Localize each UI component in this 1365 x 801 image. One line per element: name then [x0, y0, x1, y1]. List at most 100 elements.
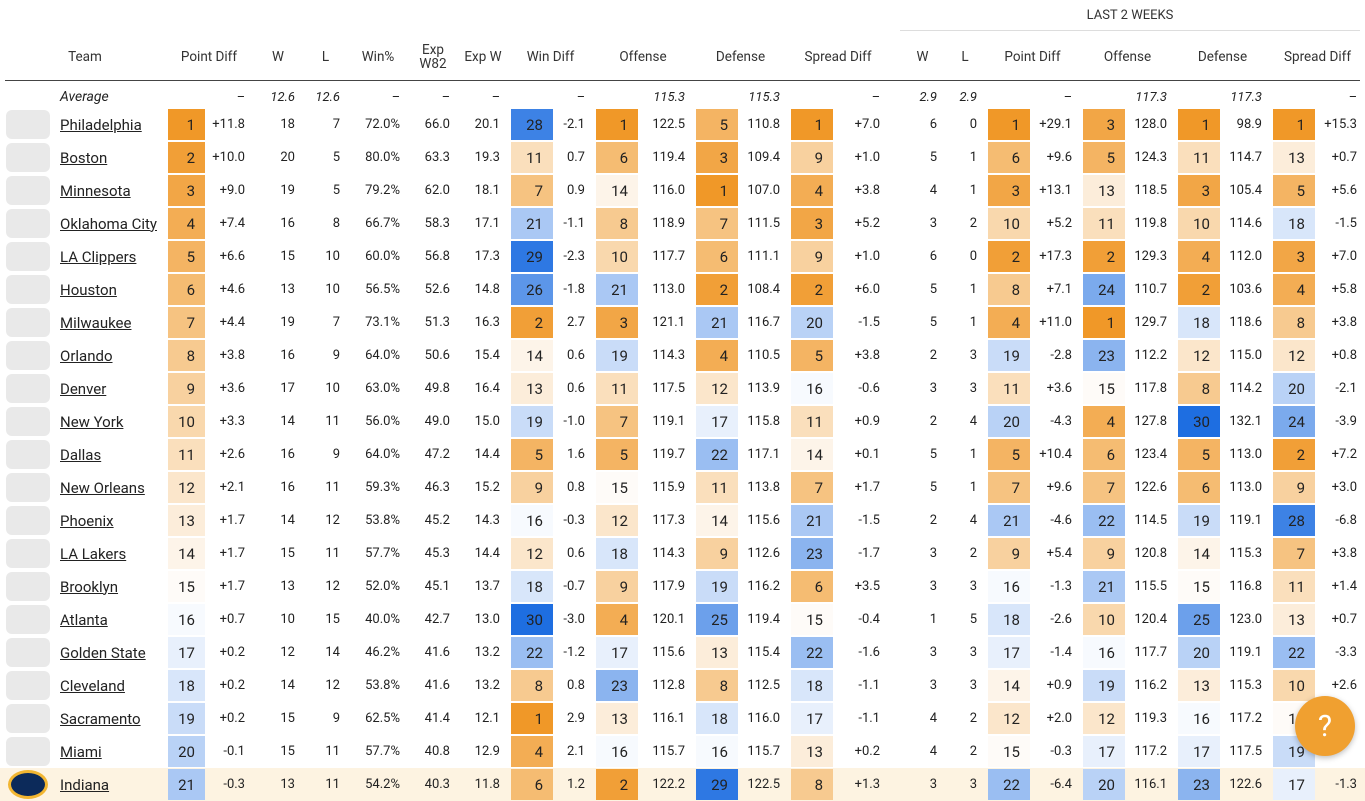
rank-cell: 12 — [596, 505, 638, 536]
value-cell: -2.1 — [563, 117, 585, 132]
column-header: Team — [68, 49, 102, 65]
value-cell: 1 — [969, 447, 977, 462]
value-cell: 117.9 — [652, 579, 685, 594]
team-name[interactable]: Phoenix — [60, 511, 114, 530]
team-name[interactable]: Philadelphia — [60, 115, 142, 134]
team-name[interactable]: New Orleans — [60, 478, 145, 497]
value-cell: +0.7 — [1331, 150, 1357, 165]
value-cell: 6 — [929, 249, 937, 264]
team-name[interactable]: Miami — [60, 742, 102, 761]
value-cell: 14 — [280, 678, 295, 693]
value-cell: 110.7 — [1134, 282, 1167, 297]
value-cell: 116.2 — [747, 579, 780, 594]
value-cell: 112.2 — [1134, 348, 1167, 363]
value-cell: 15 — [325, 612, 340, 627]
value-cell: +10.0 — [212, 150, 245, 165]
rank-cell: 21 — [1083, 571, 1125, 602]
rank-cell: 16 — [696, 736, 738, 767]
rank-cell: 3 — [596, 307, 638, 338]
value-cell: 4 — [969, 414, 977, 429]
value-cell: 119.8 — [1134, 216, 1167, 231]
value-cell: 63.0% — [365, 381, 400, 396]
value-cell: 1.2 — [566, 777, 585, 792]
team-name[interactable]: Indiana — [60, 775, 110, 794]
average-cell: 117.3 — [1135, 89, 1167, 105]
team-name[interactable]: Brooklyn — [60, 577, 119, 596]
rank-cell: 2 — [1178, 274, 1220, 305]
value-cell: +0.7 — [1331, 612, 1357, 627]
value-cell: 16.4 — [474, 381, 500, 396]
rank-cell: 7 — [1083, 472, 1125, 503]
rank-cell: 14 — [696, 505, 738, 536]
team-name[interactable]: New York — [60, 412, 124, 431]
rank-cell: 18 — [791, 670, 833, 701]
value-cell: 5 — [929, 150, 937, 165]
value-cell: 5 — [969, 612, 977, 627]
value-cell: 62.5% — [365, 711, 400, 726]
value-cell: 2.7 — [566, 315, 585, 330]
team-name[interactable]: Milwaukee — [60, 313, 132, 332]
rank-cell: 16 — [1178, 703, 1220, 734]
team-name[interactable]: Houston — [60, 280, 117, 299]
value-cell: -1.5 — [858, 315, 880, 330]
rank-cell: 21 — [988, 505, 1030, 536]
rank-cell: 5 — [696, 109, 738, 140]
value-cell: 0.8 — [566, 678, 585, 693]
team-name[interactable]: Dallas — [60, 445, 102, 464]
value-cell: +2.6 — [1331, 678, 1357, 693]
value-cell: 16.3 — [474, 315, 500, 330]
value-cell: 11 — [325, 546, 340, 561]
team-name[interactable]: Denver — [60, 379, 107, 398]
value-cell: 2 — [969, 744, 977, 759]
rank-cell: 21 — [791, 505, 833, 536]
value-cell: -2.1 — [1335, 381, 1357, 396]
team-name[interactable]: Atlanta — [60, 610, 108, 629]
value-cell: 9 — [332, 447, 340, 462]
value-cell: 59.3% — [365, 480, 400, 495]
rank-cell: 12 — [1178, 340, 1220, 371]
team-name[interactable]: Oklahoma City — [60, 214, 157, 233]
column-header: Defense — [715, 49, 766, 65]
average-cell: 2.9 — [959, 89, 978, 105]
rank-cell: 23 — [1178, 769, 1220, 800]
help-button[interactable]: ? — [1295, 696, 1355, 756]
value-cell: 41.4 — [424, 711, 450, 726]
team-name[interactable]: Boston — [60, 148, 108, 167]
team-name[interactable]: LA Lakers — [60, 544, 127, 563]
value-cell: 15 — [280, 744, 295, 759]
team-name[interactable]: Cleveland — [60, 676, 125, 695]
rank-cell: 18 — [168, 670, 205, 701]
rank-cell: 4 — [791, 175, 833, 206]
value-cell: 42.7 — [424, 612, 450, 627]
rank-cell: 11 — [1178, 142, 1220, 173]
team-name[interactable]: Golden State — [60, 643, 146, 662]
team-name[interactable]: Minnesota — [60, 181, 131, 200]
rank-cell: 10 — [596, 241, 638, 272]
rank-cell: 23 — [791, 538, 833, 569]
value-cell: -0.3 — [223, 777, 245, 792]
value-cell: +5.6 — [1331, 183, 1357, 198]
value-cell: 124.3 — [1134, 150, 1167, 165]
value-cell: +1.4 — [1331, 579, 1357, 594]
value-cell: 119.1 — [652, 414, 685, 429]
value-cell: +4.6 — [219, 282, 245, 297]
value-cell: 40.0% — [365, 612, 400, 627]
value-cell: +0.7 — [219, 612, 245, 627]
team-logo — [8, 770, 48, 799]
value-cell: 0.7 — [566, 150, 585, 165]
rank-cell: 21 — [168, 769, 205, 800]
team-name[interactable]: LA Clippers — [60, 247, 137, 266]
value-cell: 110.5 — [747, 348, 780, 363]
rank-cell: 6 — [696, 241, 738, 272]
team-name[interactable]: Sacramento — [60, 709, 141, 728]
rank-cell: 17 — [168, 637, 205, 668]
team-logo — [6, 737, 50, 766]
value-cell: -2.8 — [1050, 348, 1072, 363]
value-cell: +3.8 — [1331, 546, 1357, 561]
rank-cell: 20 — [791, 307, 833, 338]
team-name[interactable]: Orlando — [60, 346, 113, 365]
rank-cell: 13 — [791, 736, 833, 767]
rank-cell: 16 — [168, 604, 205, 635]
rank-cell: 19 — [168, 703, 205, 734]
value-cell: -1.4 — [1050, 645, 1072, 660]
